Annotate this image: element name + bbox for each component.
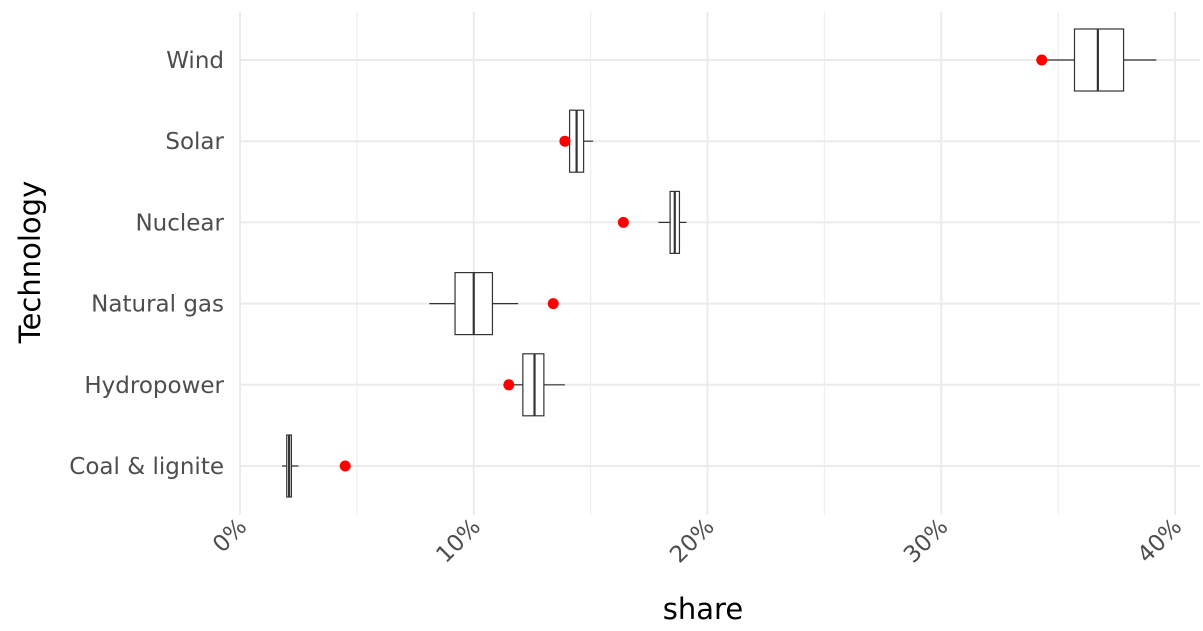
box — [1073, 28, 1125, 92]
highlight-points — [339, 54, 1048, 472]
y-tick-labels: Coal & lignite Hydropower Natural gas Nucle… — [69, 48, 224, 480]
point — [559, 135, 571, 147]
point — [503, 379, 515, 391]
boxplot — [658, 190, 687, 254]
boxplots — [282, 28, 1157, 498]
boxplot — [567, 109, 593, 173]
y-axis-title: Technology — [13, 181, 47, 344]
x-tick-label: 20% — [665, 514, 720, 569]
x-tick-label: 10% — [431, 514, 486, 569]
point — [547, 298, 559, 310]
y-tick-label: Solar — [165, 129, 224, 155]
y-tick-label: Coal & lignite — [69, 454, 224, 480]
boxplot — [282, 434, 299, 498]
point — [1036, 54, 1048, 66]
y-tick-label: Nuclear — [135, 210, 224, 236]
grid — [239, 12, 1200, 515]
y-tick-label: Wind — [166, 48, 224, 74]
box — [522, 353, 545, 417]
point — [339, 460, 351, 472]
y-tick-label: Natural gas — [91, 292, 224, 318]
boxplot — [429, 272, 519, 336]
x-tick-labels: 0% 10% 20% 30% 40% — [208, 514, 1187, 569]
x-axis-title: share — [663, 592, 743, 626]
boxplot — [1041, 28, 1157, 92]
boxplot — [508, 353, 565, 417]
point — [617, 216, 629, 228]
x-tick-label: 40% — [1133, 514, 1188, 569]
x-tick-label: 0% — [208, 514, 252, 558]
y-tick-label: Hydropower — [84, 373, 224, 399]
x-tick-label: 30% — [899, 514, 954, 569]
